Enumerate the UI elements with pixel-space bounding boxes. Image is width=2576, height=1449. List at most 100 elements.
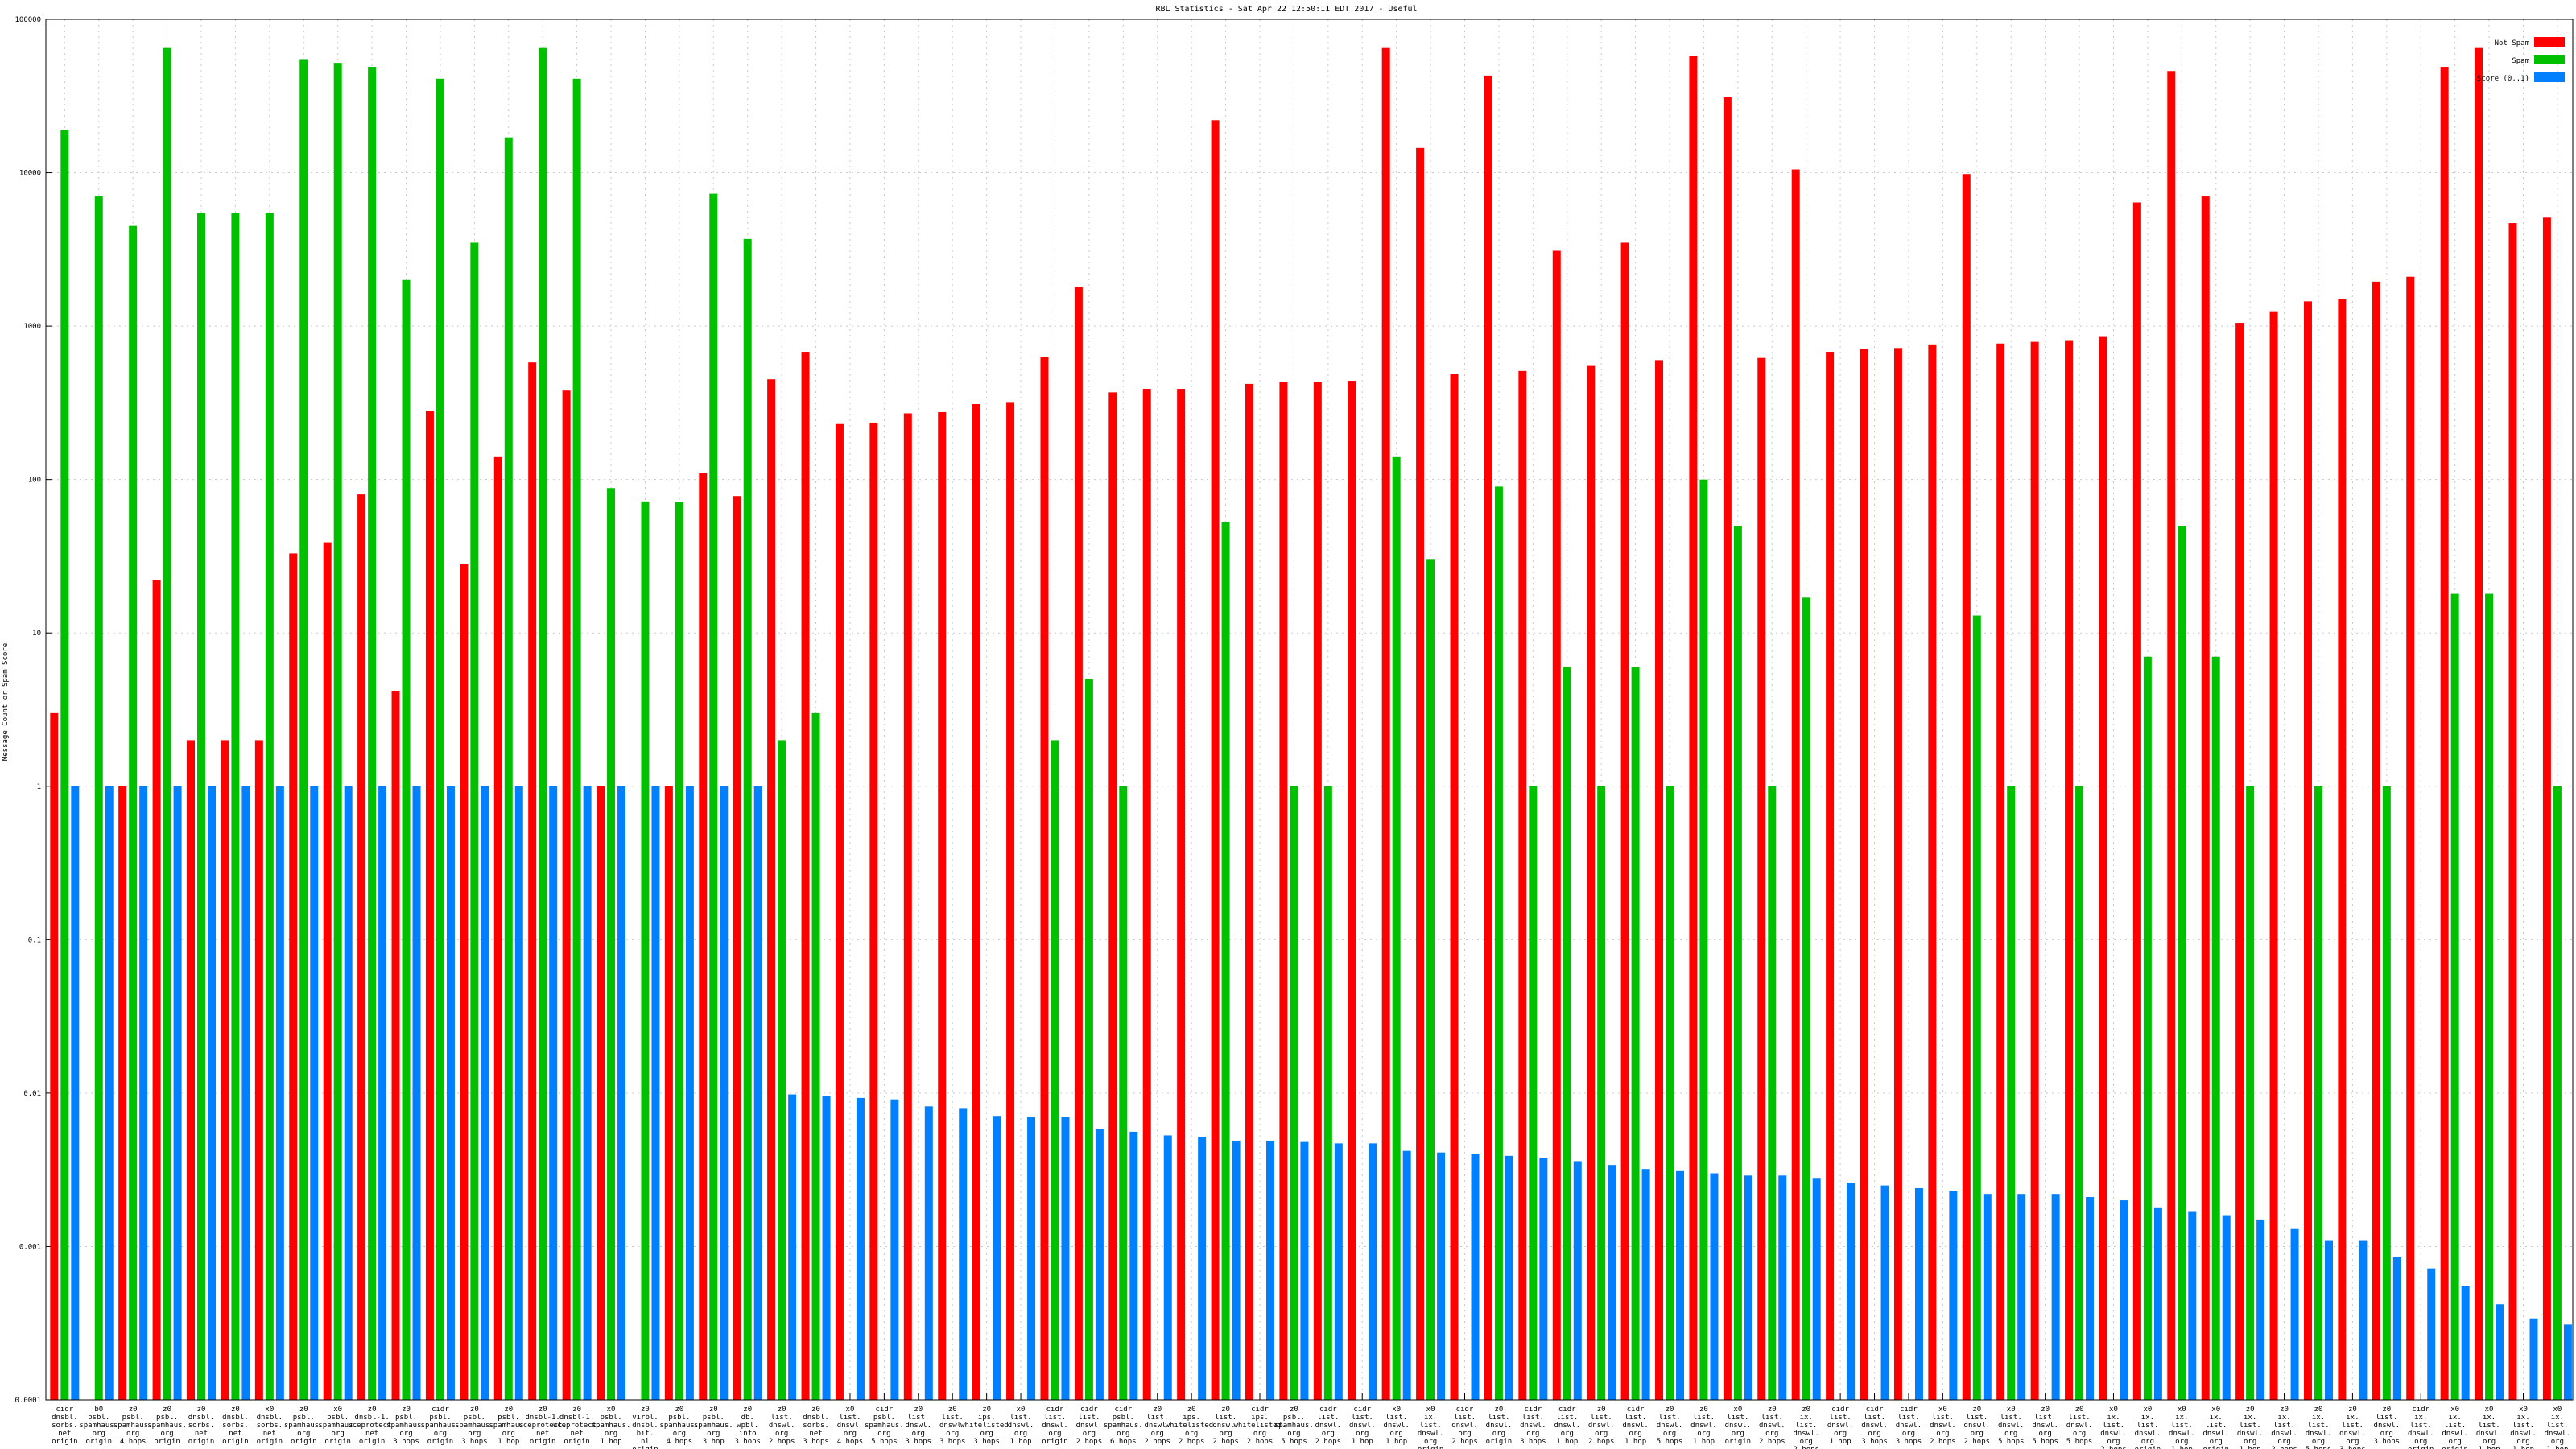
x-tick-label: org: [1287, 1430, 1300, 1438]
x-tick-label: 1 hop: [600, 1438, 621, 1446]
x-tick-label: ix.: [2414, 1414, 2427, 1422]
x-tick-label: dnswl.: [1827, 1422, 1854, 1430]
x-tick-label: whitelisted.: [1233, 1422, 1286, 1430]
x-tick-label: z0: [2314, 1406, 2323, 1414]
bar-0: [50, 712, 59, 1400]
x-tick-label: origin: [427, 1438, 454, 1446]
x-tick-label: psbl.: [156, 1414, 178, 1422]
x-tick-label: org: [1765, 1430, 1778, 1438]
bar-2: [2120, 1200, 2128, 1400]
x-tick-label: dnswl.: [2374, 1422, 2401, 1430]
x-tick-label: spamhaus.: [659, 1422, 699, 1430]
x-tick-label: list.: [2171, 1422, 2193, 1430]
bar-0: [1245, 383, 1253, 1400]
bar-0: [187, 740, 196, 1400]
bar-0: [1962, 174, 1971, 1400]
x-tick-label: whitelisted.: [960, 1422, 1013, 1430]
x-tick-label: z0: [1972, 1406, 1981, 1414]
x-tick-label: spamhaus.: [865, 1422, 904, 1430]
bar-0: [323, 542, 332, 1400]
x-tick-label: list.: [1352, 1414, 1373, 1422]
bar-2: [2153, 1207, 2162, 1400]
bar-2: [514, 786, 523, 1400]
x-tick-label: list.: [1897, 1414, 1919, 1422]
bar-2: [1676, 1170, 1685, 1400]
x-tick-label: org: [707, 1430, 720, 1438]
x-tick-label: dnswl.: [2169, 1430, 2195, 1438]
x-tick-label: org: [1458, 1430, 1471, 1438]
legend-swatch: [2534, 72, 2565, 82]
bar-0: [2099, 336, 2107, 1400]
bar-0: [1381, 47, 1390, 1401]
x-tick-label: z0: [572, 1406, 581, 1414]
bar-1: [709, 193, 718, 1401]
x-tick-label: org: [332, 1430, 345, 1438]
x-tick-label: origin: [2408, 1446, 2434, 1449]
x-tick-label: list.: [907, 1414, 929, 1422]
x-tick-label: org: [399, 1430, 412, 1438]
x-tick-label: org: [1356, 1430, 1368, 1438]
bar-2: [173, 786, 182, 1400]
x-tick-label: list.: [2136, 1422, 2158, 1430]
bar-2: [1300, 1141, 1309, 1400]
x-tick-label: z0: [231, 1406, 240, 1414]
x-tick-label: list.: [1146, 1414, 1168, 1422]
bar-1: [1972, 615, 1981, 1400]
x-tick-label: z0: [539, 1406, 547, 1414]
bar-1: [1733, 526, 1742, 1401]
bar-1: [1802, 597, 1810, 1400]
x-tick-label: list.: [2512, 1422, 2534, 1430]
x-tick-label: org: [2449, 1438, 2462, 1446]
bar-0: [597, 786, 605, 1400]
x-tick-label: cidr: [1866, 1406, 1884, 1414]
bar-2: [2188, 1211, 2197, 1400]
x-tick-label: whitelisted.: [1166, 1422, 1218, 1430]
bar-1: [299, 59, 308, 1400]
x-tick-label: list.: [1693, 1414, 1715, 1422]
x-tick-label: org: [2277, 1438, 2290, 1446]
x-tick-label: org: [1561, 1430, 1574, 1438]
x-tick-label: dnswl.: [1144, 1422, 1170, 1430]
x-tick-label: 1 hop: [1624, 1438, 1646, 1446]
bar-1: [1699, 479, 1708, 1400]
x-tick-label: 3 hops: [1896, 1438, 1922, 1446]
y-tick-label: 0.0001: [14, 1397, 41, 1405]
x-tick-label: org: [980, 1430, 993, 1438]
x-tick-label: virbl.: [632, 1414, 658, 1422]
x-tick-label: cidr: [1831, 1406, 1849, 1414]
x-tick-label: psbl.: [464, 1414, 485, 1422]
y-tick-label: 100: [28, 477, 41, 485]
x-tick-label: list.: [1932, 1414, 1954, 1422]
x-tick-label: org: [160, 1430, 173, 1438]
x-tick-label: origin: [2135, 1446, 2161, 1449]
bar-2: [2392, 1257, 2401, 1400]
x-tick-label: list.: [1761, 1414, 1783, 1422]
x-tick-label: x0: [2109, 1406, 2118, 1414]
bar-0: [1450, 374, 1459, 1400]
x-tick-label: z0: [368, 1406, 377, 1414]
x-tick-label: org: [126, 1430, 139, 1438]
x-tick-label: org: [1151, 1430, 1164, 1438]
x-tick-label: dnswl.: [1861, 1422, 1888, 1430]
x-tick-label: spamhaus.: [592, 1422, 631, 1430]
bar-0: [733, 496, 741, 1400]
x-tick-label: cidr: [1046, 1406, 1064, 1414]
x-tick-label: dnswl.: [2135, 1430, 2161, 1438]
bar-2: [788, 1094, 797, 1400]
bar-0: [2508, 223, 2517, 1401]
bar-2: [1880, 1185, 1889, 1400]
x-tick-label: 1 hop: [1556, 1438, 1578, 1446]
x-tick-label: org: [2312, 1438, 2325, 1446]
legend-label: Spam: [2512, 57, 2529, 65]
bar-2: [1402, 1150, 1411, 1400]
x-tick-label: list.: [1591, 1414, 1612, 1422]
x-tick-label: dnswl.: [2510, 1430, 2537, 1438]
bar-1: [641, 501, 650, 1400]
bar-0: [562, 390, 571, 1400]
x-tick-label: cidr: [1114, 1406, 1132, 1414]
x-tick-label: ix.: [2210, 1414, 2223, 1422]
bar-1: [470, 242, 479, 1400]
bar-1: [1768, 786, 1777, 1400]
x-tick-label: list.: [2205, 1422, 2227, 1430]
bar-2: [208, 786, 217, 1400]
